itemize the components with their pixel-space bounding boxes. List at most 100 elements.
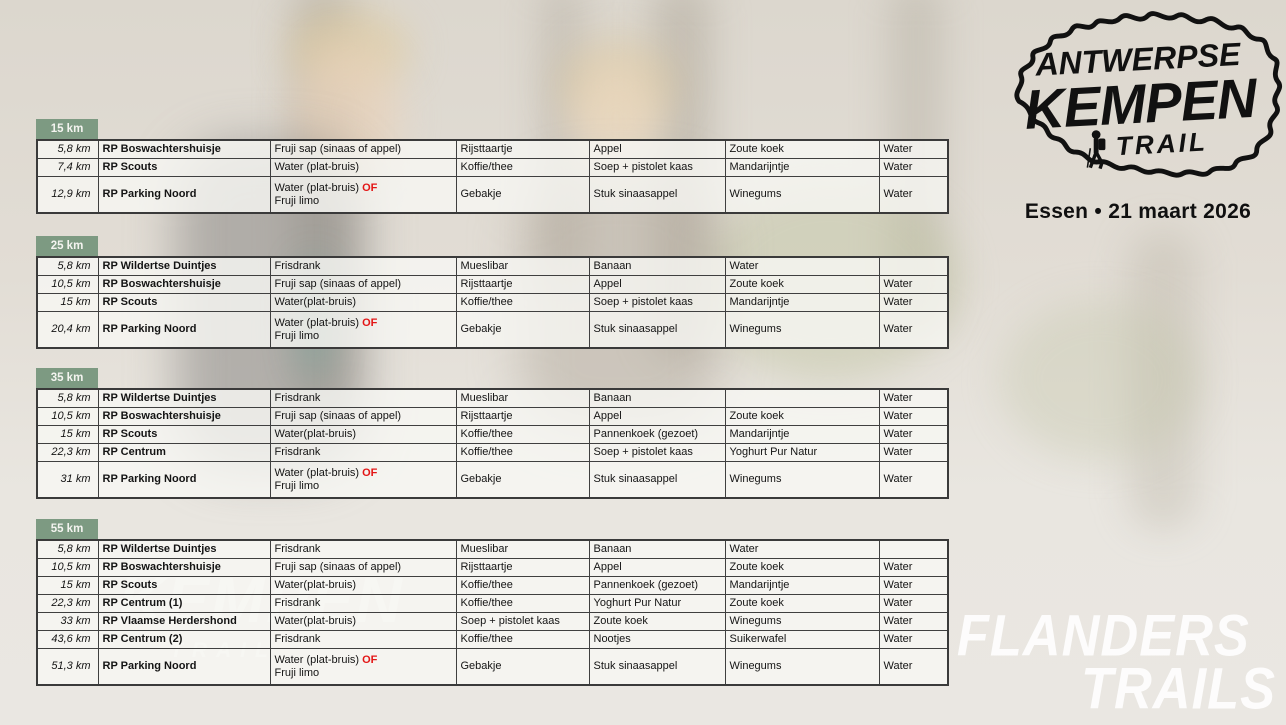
aid-station-table-35km: 5,8 km RP Wildertse Duintjes Frisdrank Mues… xyxy=(36,388,949,499)
logo-line2: KEMPEN xyxy=(1023,67,1259,141)
supply-cell: Stuk sinaasappel xyxy=(588,176,726,214)
supply-cell: Water xyxy=(878,594,949,613)
supply-cell: Water xyxy=(878,388,949,408)
station-cell: RP Centrum xyxy=(97,443,271,462)
supply-cell: Zoute koek xyxy=(724,594,880,613)
supply-cell: Soep + pistolet kaas xyxy=(588,443,726,462)
aid-station-row: 22,3 km RP Centrum Frisdrank Koffie/thee Soe… xyxy=(36,443,949,462)
supply-cell xyxy=(878,539,949,559)
distance-header-15km: 15 km xyxy=(36,119,98,139)
supply-cell: Banaan xyxy=(588,388,726,408)
distance-header-25km: 25 km xyxy=(36,236,98,256)
supply-cell: Water xyxy=(724,539,880,559)
station-cell: RP Scouts xyxy=(97,576,271,595)
station-cell: RP Scouts xyxy=(97,158,271,177)
supply-cell: Zoute koek xyxy=(724,558,880,577)
supply-cell: Mueslibar xyxy=(455,539,590,559)
supply-cell xyxy=(878,256,949,276)
supply-cell: Water (plat-bruis) OF Fruji limo xyxy=(269,176,457,214)
supply-cell: Water (plat-bruis) OF Fruji limo xyxy=(269,461,457,499)
logo-outline-blob xyxy=(1014,11,1282,178)
or-highlight: OF xyxy=(362,653,378,666)
or-highlight: OF xyxy=(362,181,378,194)
supply-cell: Koffie/thee xyxy=(455,630,590,649)
supply-cell: Mueslibar xyxy=(455,256,590,276)
distance-cell: 15 km xyxy=(36,293,99,312)
distance-cell: 10,5 km xyxy=(36,558,99,577)
distance-cell: 7,4 km xyxy=(36,158,99,177)
supply-cell: Frisdrank xyxy=(269,443,457,462)
supply-cell: Water(plat-bruis) xyxy=(269,425,457,444)
aid-station-row: 33 km RP Vlaamse Herdershond Water(plat-br… xyxy=(36,612,949,631)
station-cell: RP Parking Noord xyxy=(97,311,271,349)
supply-cell: Water xyxy=(878,407,949,426)
aid-station-table-group-15km: 15 km 5,8 km RP Boswachtershuisje Fruji sa… xyxy=(36,119,949,214)
aid-station-row: 10,5 km RP Boswachtershuisje Fruji sap (si… xyxy=(36,407,949,426)
aid-station-table-15km: 5,8 km RP Boswachtershuisje Fruji sap (sin… xyxy=(36,139,949,214)
supply-cell: Soep + pistolet kaas xyxy=(455,612,590,631)
supply-cell: Yoghurt Pur Natur xyxy=(724,443,880,462)
aid-station-row: 43,6 km RP Centrum (2) Frisdrank Koffie/the… xyxy=(36,630,949,649)
supply-cell: Water xyxy=(878,648,949,686)
supply-cell: Koffie/thee xyxy=(455,576,590,595)
event-logo: ANTWERPSE KEMPEN TRAIL xyxy=(992,4,1284,198)
supply-cell: Koffie/thee xyxy=(455,158,590,177)
supply-cell: Pannenkoek (gezoet) xyxy=(588,425,726,444)
supply-cell: Water xyxy=(878,311,949,349)
supply-cell: Gebakje xyxy=(455,461,590,499)
supply-cell: Appel xyxy=(588,558,726,577)
supply-cell: Mandarijntje xyxy=(724,158,880,177)
aid-station-row: 51,3 km RP Parking Noord Water (plat-bruis… xyxy=(36,648,949,686)
supply-cell: Fruji sap (sinaas of appel) xyxy=(269,558,457,577)
supply-cell: Water xyxy=(878,176,949,214)
tree-trunk-blob xyxy=(1128,230,1198,530)
supply-cell: Koffie/thee xyxy=(455,443,590,462)
station-cell: RP Centrum (1) xyxy=(97,594,271,613)
station-cell: RP Boswachtershuisje xyxy=(97,558,271,577)
aid-station-row: 15 km RP Scouts Water(plat-bruis) Koffie/th… xyxy=(36,576,949,595)
aid-station-row: 10,5 km RP Boswachtershuisje Fruji sap (si… xyxy=(36,558,949,577)
aid-station-table-group-25km: 25 km 5,8 km RP Wildertse Duintjes Frisdra… xyxy=(36,236,949,349)
supply-cell: Suikerwafel xyxy=(724,630,880,649)
aid-station-row: 10,5 km RP Boswachtershuisje Fruji sap (si… xyxy=(36,275,949,294)
distance-header-55km: 55 km xyxy=(36,519,98,539)
distance-cell: 20,4 km xyxy=(36,311,99,349)
distance-cell: 33 km xyxy=(36,612,99,631)
distance-cell: 15 km xyxy=(36,576,99,595)
distance-cell: 5,8 km xyxy=(36,256,99,276)
foliage-blob xyxy=(1000,300,1200,460)
supply-cell: Gebakje xyxy=(455,311,590,349)
aid-station-row: 5,8 km RP Boswachtershuisje Fruji sap (sin… xyxy=(36,139,949,159)
supply-cell: Gebakje xyxy=(455,648,590,686)
station-cell: RP Boswachtershuisje xyxy=(97,275,271,294)
supply-cell: Koffie/thee xyxy=(455,293,590,312)
station-cell: RP Scouts xyxy=(97,293,271,312)
distance-cell: 31 km xyxy=(36,461,99,499)
supply-cell: Koffie/thee xyxy=(455,594,590,613)
watermark-line1: FLANDERS xyxy=(956,603,1250,669)
supply-cell: Stuk sinaasappel xyxy=(588,461,726,499)
supply-cell: Water (plat-bruis) OF Fruji limo xyxy=(269,311,457,349)
aid-station-row: 31 km RP Parking Noord Water (plat-bruis) … xyxy=(36,461,949,499)
supply-cell: Water xyxy=(878,558,949,577)
supply-cell: Fruji sap (sinaas of appel) xyxy=(269,275,457,294)
supply-cell: Yoghurt Pur Natur xyxy=(588,594,726,613)
flanders-trails-watermark: FLANDERS TRAILS xyxy=(956,603,1276,717)
supply-cell: Rijsttaartje xyxy=(455,558,590,577)
distance-cell: 5,8 km xyxy=(36,139,99,159)
aid-station-row: 5,8 km RP Wildertse Duintjes Frisdrank Mues… xyxy=(36,256,949,276)
supply-cell: Water xyxy=(878,275,949,294)
supply-cell: Water(plat-bruis) xyxy=(269,612,457,631)
supply-cell: Soep + pistolet kaas xyxy=(588,293,726,312)
supply-cell: Winegums xyxy=(724,176,880,214)
station-cell: RP Parking Noord xyxy=(97,176,271,214)
distance-cell: 12,9 km xyxy=(36,176,99,214)
station-cell: RP Parking Noord xyxy=(97,461,271,499)
supply-cell: Water xyxy=(878,139,949,159)
aid-station-row: 15 km RP Scouts Water(plat-bruis) Koffie/th… xyxy=(36,425,949,444)
supply-cell: Zoute koek xyxy=(724,139,880,159)
supply-cell: Frisdrank xyxy=(269,256,457,276)
aid-station-row: 12,9 km RP Parking Noord Water (plat-bruis… xyxy=(36,176,949,214)
distance-cell: 15 km xyxy=(36,425,99,444)
supply-cell: Mandarijntje xyxy=(724,425,880,444)
